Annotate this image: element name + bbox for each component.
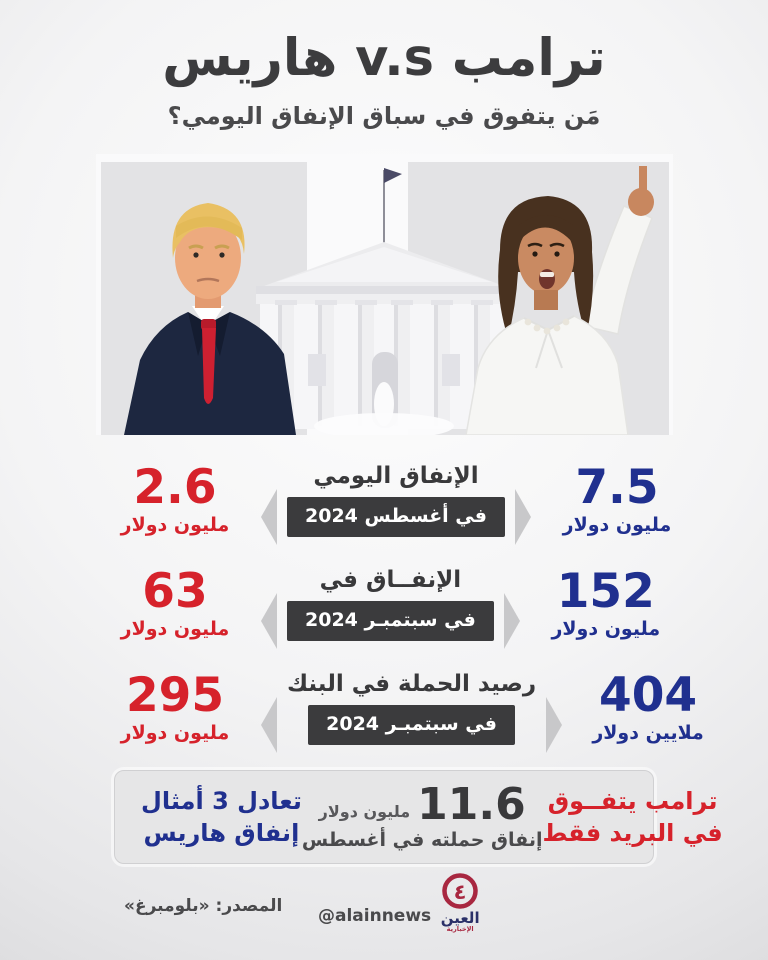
harris-value: 152 مليون دولار	[531, 568, 681, 640]
alain-logo: ٤ العين الإخبارية	[436, 872, 484, 934]
row-center: رصيد الحملة في البنك في سبتمبـر 2024	[287, 671, 537, 746]
row-center: الإنفاق اليومي في أغسطس 2024	[287, 463, 505, 538]
brand-block: ٤ العين الإخبارية @alainnews	[318, 872, 484, 934]
harris-number: 152	[556, 564, 655, 620]
chevron-right-icon	[503, 593, 520, 650]
harris-unit: ملايين دولار	[592, 722, 704, 745]
trump-figure	[123, 203, 296, 436]
harris-value: 404 ملايين دولار	[573, 672, 723, 744]
row-period-badge: في سبتمبـر 2024	[308, 705, 515, 746]
harris-note-line1: تعادل 3 أمثال	[141, 786, 302, 815]
harris-comparison-note: تعادل 3 أمثال إنفاق هاريس	[141, 785, 302, 850]
social-handle[interactable]: @alainnews	[318, 906, 432, 927]
highlight-value-block: 11.6 مليون دولار إنفاق حملته في أغسطس	[301, 778, 543, 851]
alain-roundel-icon: ٤	[442, 873, 478, 910]
harris-value: 7.5 مليون دولار	[542, 464, 692, 536]
trump-value: 295 مليون دولار	[100, 672, 250, 744]
trump-note-line1: ترامب يتفــوق	[547, 786, 718, 815]
harris-figure	[464, 166, 654, 436]
chevron-right-icon	[546, 697, 563, 754]
chevron-left-icon	[261, 489, 277, 546]
page-subtitle: مَن يتفوق في سباق الإنفاق اليومي؟	[167, 102, 601, 131]
comparison-rows: 2.6 مليون دولار الإنفاق اليومي في أغسطس …	[0, 448, 768, 760]
trump-unit: مليون دولار	[120, 618, 230, 641]
footer: المصدر: «بلومبرغ» ٤ العين الإخبارية @ala…	[0, 872, 768, 936]
alain-logo-glyph: ٤	[454, 880, 467, 904]
highlight-unit: مليون دولار	[318, 801, 411, 821]
trump-number: 63	[142, 564, 208, 620]
trump-value: 2.6 مليون دولار	[100, 464, 250, 536]
row-daily-spending: 2.6 مليون دولار الإنفاق اليومي في أغسطس …	[100, 448, 671, 552]
alain-wordmark-subtext: الإخبارية	[446, 925, 474, 934]
trump-unit: مليون دولار	[120, 722, 230, 745]
candidates-photo	[95, 154, 673, 436]
harris-number: 7.5	[575, 460, 659, 516]
trump-mail-note: ترامب يتفــوق في البريد فقط	[542, 785, 722, 850]
highlight-caption: إنفاق حملته في أغسطس	[301, 828, 543, 851]
alain-wordmark: العين	[440, 909, 480, 928]
source-label: المصدر: «بلومبرغ»	[124, 896, 283, 917]
harris-number: 404	[599, 668, 698, 724]
row-title: الإنفاق اليومي	[313, 463, 479, 490]
trump-number: 295	[125, 668, 225, 724]
chevron-right-icon	[514, 489, 531, 546]
chevron-left-icon	[261, 593, 277, 650]
row-monthly-spending: 63 مليون دولار الإنفــاق في في سبتمبـر 2…	[100, 552, 668, 656]
row-bank-balance: 295 مليون دولار رصيد الحملة في البنك في …	[100, 656, 704, 760]
trump-value: 63 مليون دولار	[100, 568, 250, 640]
necklace	[524, 318, 569, 335]
chevron-left-icon	[261, 697, 277, 754]
row-period-badge: في أغسطس 2024	[287, 497, 505, 538]
harris-unit: مليون دولار	[551, 618, 661, 641]
row-title: الإنفــاق في	[319, 567, 462, 594]
highlight-card: تعادل 3 أمثال إنفاق هاريس 11.6 مليون دول…	[114, 770, 723, 865]
white-house-icon	[255, 168, 512, 436]
trump-unit: مليون دولار	[120, 514, 230, 537]
trump-number: 2.6	[133, 460, 217, 516]
harris-unit: مليون دولار	[562, 514, 672, 537]
flag-icon	[383, 168, 402, 184]
row-period-badge: في سبتمبـر 2024	[287, 601, 494, 642]
row-title: رصيد الحملة في البنك	[287, 671, 537, 698]
row-center: الإنفــاق في في سبتمبـر 2024	[287, 567, 494, 642]
harris-note-line2: إنفاق هاريس	[143, 819, 300, 848]
highlight-number: 11.6	[417, 778, 526, 830]
page-title: ترامب v.s هاريس	[162, 29, 606, 88]
trump-note-line2: في البريد فقط	[542, 819, 723, 848]
